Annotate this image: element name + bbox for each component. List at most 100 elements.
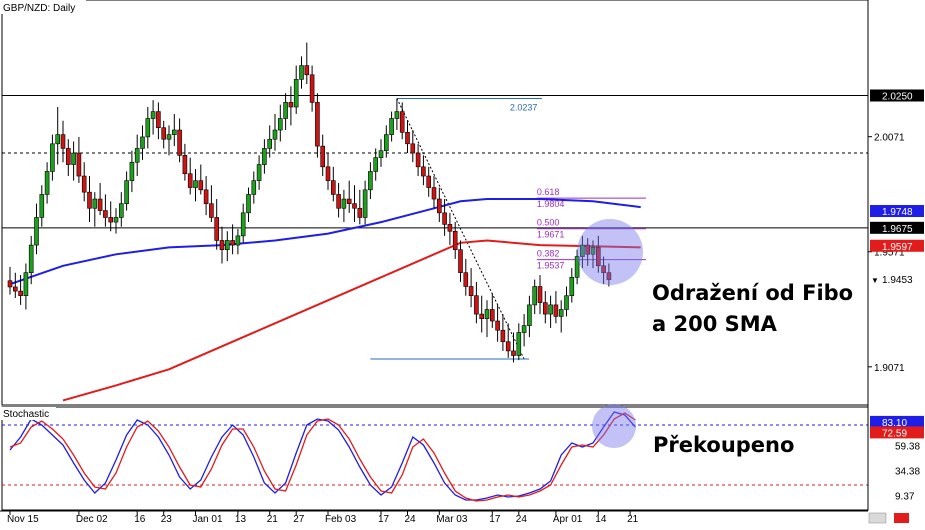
candle-body bbox=[542, 302, 548, 315]
time-axis: Nov 15 Dec 02 16 23 Jan 01 13 21 27 Feb 03 17 24 Ma… bbox=[0, 510, 868, 525]
candle-body bbox=[325, 166, 331, 181]
price-tag: 1.9453 bbox=[882, 275, 913, 286]
time-tick-label: Apr 01 bbox=[553, 514, 583, 525]
candle bbox=[574, 249, 580, 285]
candle-body bbox=[209, 203, 214, 218]
candle-body bbox=[71, 152, 76, 165]
candle bbox=[447, 212, 453, 246]
time-tick-label: 14 bbox=[595, 514, 607, 525]
candle-body bbox=[235, 235, 241, 246]
candle bbox=[156, 102, 161, 140]
candle-body bbox=[50, 143, 55, 172]
price-tag-bg bbox=[870, 205, 924, 218]
candle bbox=[458, 240, 463, 282]
candle bbox=[330, 166, 336, 202]
price-tick-label: 1.9571 bbox=[874, 248, 905, 259]
candle-body bbox=[225, 240, 230, 250]
price-tag-bg bbox=[870, 221, 924, 234]
scroll-left-button[interactable] bbox=[868, 512, 887, 524]
candle-body bbox=[299, 65, 304, 80]
candle-body bbox=[489, 309, 495, 322]
candle-body bbox=[368, 171, 373, 191]
candle bbox=[124, 171, 129, 211]
candle bbox=[166, 125, 172, 156]
candle-body bbox=[463, 272, 469, 287]
fibo-top-price-label: 2.0237 bbox=[510, 102, 538, 112]
scroll-buttons[interactable] bbox=[868, 512, 909, 524]
stoch-tick-label: 34.38 bbox=[895, 467, 920, 478]
candle-body bbox=[7, 280, 13, 288]
time-tick-label: 16 bbox=[134, 514, 146, 525]
symbol-label-bg bbox=[0, 0, 86, 14]
candle bbox=[92, 192, 98, 227]
candle bbox=[489, 293, 495, 328]
candle bbox=[44, 162, 50, 204]
candle-body bbox=[595, 247, 601, 267]
candle bbox=[452, 222, 458, 259]
candle-body bbox=[108, 217, 113, 223]
candle bbox=[87, 176, 92, 223]
scroll-right-button[interactable] bbox=[894, 513, 909, 523]
candle-body bbox=[452, 230, 458, 250]
candle bbox=[193, 169, 198, 202]
candle-body bbox=[346, 198, 352, 204]
symbol-label: GBP/NZD: Daily bbox=[3, 3, 75, 14]
candle-body bbox=[293, 79, 299, 108]
candle-body bbox=[156, 111, 161, 129]
candle-body bbox=[410, 143, 416, 154]
stoch-tag: 83.10 bbox=[882, 418, 907, 429]
candle bbox=[277, 104, 283, 142]
candle-body bbox=[272, 129, 278, 140]
candle-body bbox=[415, 152, 421, 168]
candle bbox=[103, 194, 108, 227]
candle-body bbox=[277, 118, 283, 131]
candle bbox=[134, 134, 140, 177]
price-tag-bg bbox=[870, 239, 924, 252]
candle bbox=[66, 139, 71, 177]
candle bbox=[55, 107, 61, 165]
candle-body bbox=[341, 198, 347, 209]
candle bbox=[463, 258, 469, 296]
candle bbox=[235, 228, 241, 255]
candle bbox=[368, 162, 373, 200]
candle bbox=[505, 323, 511, 358]
candle bbox=[590, 240, 596, 269]
candle bbox=[288, 86, 294, 126]
candle bbox=[315, 93, 320, 158]
candle bbox=[34, 203, 39, 255]
time-tick-label: 24 bbox=[405, 514, 417, 525]
candle bbox=[426, 166, 432, 197]
candle-body bbox=[256, 164, 262, 181]
candle-body bbox=[304, 65, 310, 76]
stoch-tag-bg bbox=[870, 426, 924, 439]
candle-body bbox=[34, 217, 39, 246]
candle-body bbox=[558, 309, 564, 317]
candle-body bbox=[203, 189, 209, 204]
candle bbox=[230, 224, 235, 255]
candle-body bbox=[580, 244, 585, 257]
candle-body bbox=[60, 134, 66, 149]
candle bbox=[177, 118, 182, 163]
candle-body bbox=[336, 194, 341, 209]
candle-body bbox=[182, 155, 188, 175]
main-price-panel: 2.0237 0.618 1.9804 0.500 1.9671 0.382 1.9537 bbox=[1, 0, 869, 406]
candle-body bbox=[553, 304, 559, 317]
candle-body bbox=[532, 286, 538, 306]
candle bbox=[537, 274, 543, 315]
candle-body bbox=[458, 249, 463, 273]
candle bbox=[421, 155, 426, 186]
candle-body bbox=[140, 136, 145, 149]
candle bbox=[23, 263, 29, 310]
candle bbox=[13, 272, 18, 298]
candle bbox=[410, 130, 416, 163]
price-tag: 1.9597 bbox=[882, 242, 913, 253]
indicator-label: Stochastic bbox=[3, 409, 49, 420]
candle-body bbox=[92, 198, 98, 209]
candle bbox=[362, 180, 368, 225]
candle bbox=[71, 141, 76, 181]
price-tag: 2.0250 bbox=[882, 91, 913, 102]
candle bbox=[553, 291, 559, 324]
candle bbox=[299, 56, 304, 89]
candle-body bbox=[124, 180, 129, 204]
candle-body bbox=[521, 325, 527, 333]
